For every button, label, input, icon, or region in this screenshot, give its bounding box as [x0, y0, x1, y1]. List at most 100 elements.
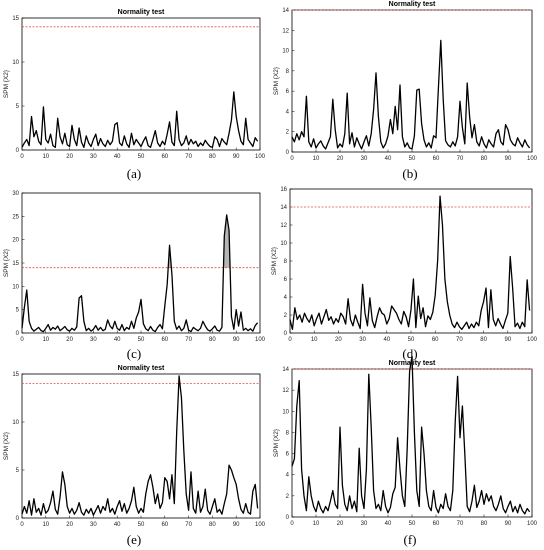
panel-6-y-tick-label-5: 10 — [282, 409, 289, 415]
panel-6-x-tick-label-9: 90 — [505, 521, 512, 527]
panel-1-x-tick-label-3: 30 — [90, 154, 97, 160]
panel-4-y-tick-label-4: 8 — [284, 259, 288, 265]
panel-2-y-tick-label-0: 0 — [286, 150, 290, 156]
panel-2-y-axis-label: SPM {X2} — [273, 66, 280, 95]
panel-4-caption: (d) — [402, 346, 417, 361]
panel-5-x-tick-label-0: 0 — [20, 522, 24, 528]
panel-4-x-tick-label-4: 40 — [383, 337, 390, 343]
panel-5-x-tick-label-10: 100 — [255, 522, 266, 528]
panel-2-x-tick-label-6: 60 — [433, 156, 440, 162]
panel-4-y-tick-label-3: 6 — [284, 277, 288, 283]
panel-2-x-tick-label-5: 50 — [409, 156, 416, 162]
panel-4-x-tick-label-10: 100 — [527, 337, 538, 343]
panel-1-caption: (a) — [127, 166, 141, 181]
panel-1-x-tick-label-8: 80 — [209, 154, 216, 160]
panel-3-y-tick-label-6: 30 — [12, 191, 19, 197]
panel-4-y-axis-label: SPM {X2} — [271, 246, 278, 275]
panel-4-y-tick-label-6: 12 — [280, 223, 287, 229]
panel-1-x-tick-label-5: 50 — [138, 154, 145, 160]
panel-1-y-axis-label: SPM {X2} — [3, 69, 10, 98]
panel-4-x-tick-label-1: 10 — [311, 337, 318, 343]
panel-3-x-tick-label-1: 10 — [42, 337, 49, 343]
panel-2-y-tick-label-2: 4 — [286, 109, 290, 115]
panel-3-x-tick-label-10: 100 — [255, 337, 266, 343]
panel-6-y-tick-label-7: 14 — [282, 367, 289, 373]
panel-4-x-tick-label-0: 0 — [288, 337, 292, 343]
panel-2-x-tick-label-1: 10 — [313, 156, 320, 162]
panel-2-x-tick-label-9: 90 — [505, 156, 512, 162]
panel-5-y-tick-label-3: 15 — [12, 372, 19, 378]
panel-6-x-tick-label-1: 10 — [313, 521, 320, 527]
panel-2-y-tick-label-6: 12 — [282, 28, 289, 34]
panel-5-x-tick-label-4: 40 — [114, 522, 121, 528]
panel-6-y-tick-label-0: 0 — [286, 515, 290, 521]
panel-5-y-axis-label: SPM {X2} — [3, 431, 10, 460]
panel-3-x-tick-label-3: 30 — [90, 337, 97, 343]
panel-3-y-tick-label-2: 10 — [12, 284, 19, 290]
panel-6-x-tick-label-8: 80 — [481, 521, 488, 527]
panel-5-x-tick-label-1: 10 — [42, 522, 49, 528]
panel-1-y-tick-label-3: 15 — [12, 16, 19, 22]
panel-2-y-tick-label-4: 8 — [286, 69, 290, 75]
panel-6-y-tick-label-6: 12 — [282, 388, 289, 394]
panel-5-title: Normality test — [118, 365, 165, 372]
panel-1-x-tick-label-9: 90 — [233, 154, 240, 160]
panel-2-y-tick-label-1: 2 — [286, 130, 290, 136]
panel-3-y-axis-label: SPM {X2} — [3, 248, 10, 277]
panel-6-caption: (f) — [404, 532, 417, 547]
panel-4-y-tick-label-7: 14 — [280, 205, 287, 211]
panel-4-x-tick-label-2: 20 — [335, 337, 342, 343]
panel-3-x-tick-label-6: 60 — [161, 337, 168, 343]
panel-5-y-tick-label-2: 10 — [12, 420, 19, 426]
panel-4-y-tick-label-0: 0 — [284, 331, 288, 337]
panel-2-x-tick-label-2: 20 — [337, 156, 344, 162]
panel-6-spm-curve — [291, 355, 531, 515]
panel-2-spm-curve — [291, 39, 531, 150]
panel-1-y-tick-label-0: 0 — [16, 148, 20, 154]
panel-5-x-tick-label-5: 50 — [138, 522, 145, 528]
panel-1-x-tick-label-2: 20 — [66, 154, 73, 160]
panel-4-y-tick-label-2: 4 — [284, 295, 288, 301]
panel-6-y-tick-label-3: 6 — [286, 452, 290, 458]
panel-3-y-tick-label-3: 15 — [12, 261, 19, 267]
panel-6-x-tick-label-6: 60 — [433, 521, 440, 527]
panel-6-x-tick-label-0: 0 — [290, 521, 294, 527]
panel-3-caption: (c) — [127, 346, 141, 361]
panel-4-x-tick-label-8: 80 — [480, 337, 487, 343]
panel-2-x-tick-label-7: 70 — [457, 156, 464, 162]
panel-3-x-tick-label-9: 90 — [233, 337, 240, 343]
panel-6-x-tick-label-3: 30 — [361, 521, 368, 527]
panel-1-x-tick-label-10: 100 — [255, 154, 266, 160]
panel-5-x-tick-label-8: 80 — [209, 522, 216, 528]
panel-1-x-tick-label-6: 60 — [161, 154, 168, 160]
panel-6-y-axis-label: SPM {X2} — [273, 428, 280, 457]
panel-6-x-tick-label-4: 40 — [385, 521, 392, 527]
panel-5-x-tick-label-3: 30 — [90, 522, 97, 528]
panel-2-title: Normality test — [389, 1, 436, 8]
panel-4-x-tick-label-6: 60 — [432, 337, 439, 343]
panel-1-title: Normality test — [118, 9, 165, 16]
panel-6-y-tick-label-2: 4 — [286, 473, 290, 479]
panel-6-x-tick-label-7: 70 — [457, 521, 464, 527]
panel-5-spm-curve — [21, 375, 259, 516]
panel-3-spm-curve — [21, 214, 259, 333]
panel-3-y-tick-label-1: 5 — [16, 308, 20, 314]
panel-4-x-tick-label-9: 90 — [504, 337, 511, 343]
panel-1-y-tick-label-2: 10 — [12, 60, 19, 66]
panel-3-x-tick-label-4: 40 — [114, 337, 121, 343]
panel-6-x-tick-label-5: 50 — [409, 521, 416, 527]
panel-2-x-tick-label-10: 100 — [527, 156, 538, 162]
panel-3-x-tick-label-0: 0 — [20, 337, 24, 343]
panel-5-x-tick-label-7: 70 — [185, 522, 192, 528]
panel-4-spm-curve — [289, 195, 531, 331]
panel-3-y-tick-label-4: 20 — [12, 238, 19, 244]
panel-2-caption: (b) — [402, 166, 417, 181]
panel-5-y-tick-label-1: 5 — [16, 468, 20, 474]
panel-6-y-tick-label-4: 8 — [286, 430, 290, 436]
panel-3-x-tick-label-7: 70 — [185, 337, 192, 343]
panel-1-x-tick-label-7: 70 — [185, 154, 192, 160]
panel-2-y-tick-label-7: 14 — [282, 8, 289, 14]
panel-2-x-tick-label-0: 0 — [290, 156, 294, 162]
panel-3-x-tick-label-2: 20 — [66, 337, 73, 343]
